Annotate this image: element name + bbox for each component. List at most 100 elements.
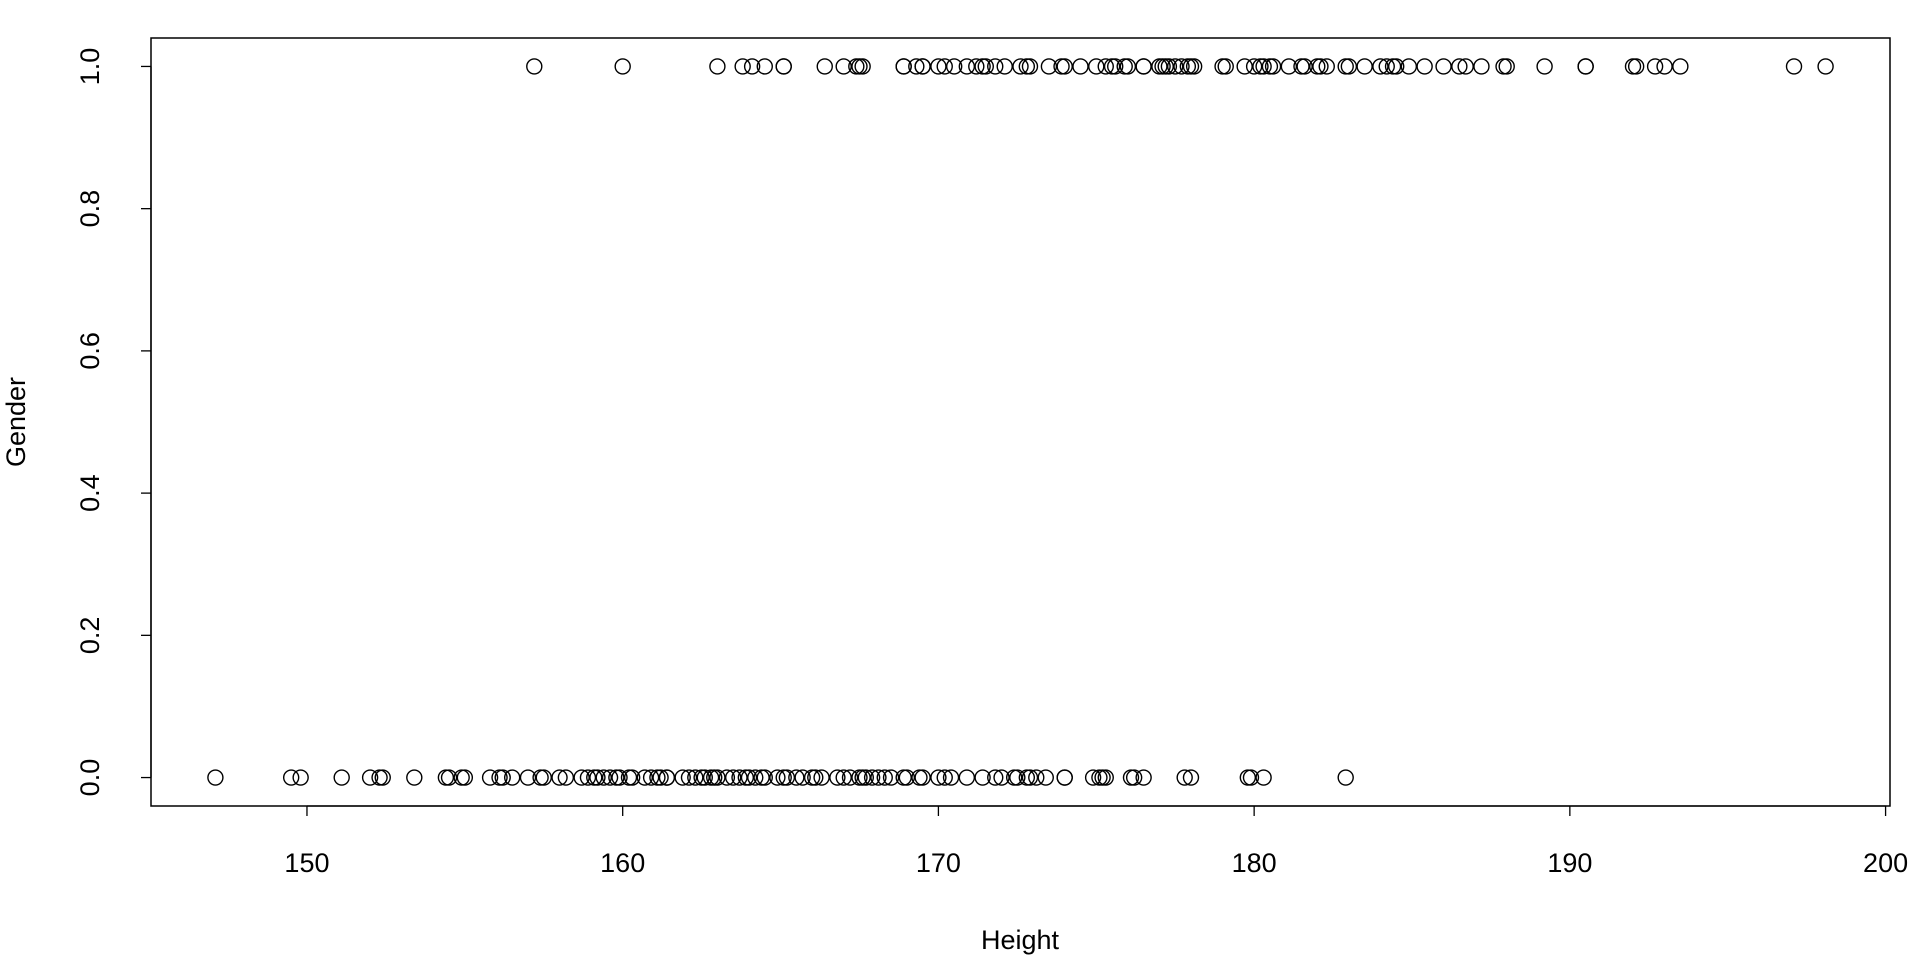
point [1255,769,1272,786]
point [945,58,963,75]
point [1214,58,1231,75]
point [595,769,612,786]
point [1094,769,1111,786]
point [674,769,691,786]
point [841,769,859,786]
point [481,769,499,786]
point [936,769,953,786]
point [724,769,742,786]
point [1495,58,1512,75]
point [936,58,953,75]
point [1817,58,1834,75]
point [601,769,619,786]
point [829,769,846,786]
point [207,769,224,786]
point [623,769,641,786]
point [614,58,631,75]
point [863,769,881,786]
point [702,769,720,786]
point [1261,58,1279,75]
point [1040,58,1058,75]
point [589,769,606,786]
point [1318,58,1335,75]
point [854,58,871,75]
y-tick-label: 1.0 [75,48,105,86]
point [1498,58,1515,75]
x-tick-label: 190 [1547,848,1592,878]
point [526,58,543,75]
point [1372,58,1389,75]
point [958,58,976,75]
point [1388,58,1405,75]
point [756,769,773,786]
point [1097,769,1114,786]
point [882,769,900,786]
point [1378,58,1395,75]
point [456,769,474,786]
point [778,769,796,786]
point [709,58,726,75]
point [1021,58,1039,75]
point [579,769,597,786]
point [743,58,761,75]
point [1337,58,1354,75]
point [573,769,590,786]
point [1356,58,1373,75]
point [987,769,1004,786]
point [1337,769,1354,786]
point [292,769,309,786]
point [898,769,916,786]
point [857,769,874,786]
point [503,769,521,786]
point [816,58,833,75]
point [1457,58,1474,75]
point [1009,769,1026,786]
point [747,769,764,786]
x-tick-label: 170 [916,848,961,878]
point [437,769,455,786]
point [1107,58,1124,75]
point [642,769,660,786]
point [930,58,947,75]
point [687,769,704,786]
point [1236,58,1253,75]
point [1217,58,1234,75]
point [652,769,669,786]
point [1091,769,1108,786]
x-axis-label: Height [981,925,1060,955]
point [1135,769,1152,786]
y-tick-label: 0.8 [75,190,105,228]
point [1182,769,1200,786]
point [1097,58,1114,75]
point [440,769,458,786]
point [551,769,568,786]
point [1255,58,1272,75]
point [1037,769,1054,786]
point [1435,58,1452,75]
point [740,769,758,786]
point [1135,58,1152,75]
x-tick-label: 150 [284,848,329,878]
point [1624,58,1642,75]
point [769,769,786,786]
point [1125,769,1143,786]
x-tick-label: 200 [1863,848,1908,878]
point [1656,58,1673,75]
y-tick-label: 0.4 [75,474,105,512]
point [658,769,676,786]
point [1084,769,1102,786]
point [1056,58,1073,75]
point [731,769,748,786]
point [734,58,751,75]
point [535,769,552,786]
point [914,769,931,786]
point [851,58,868,75]
point [930,769,947,786]
point [1185,58,1203,75]
point [1312,58,1329,75]
point [807,769,824,786]
point [974,769,991,786]
point [895,58,912,75]
point [968,58,985,75]
